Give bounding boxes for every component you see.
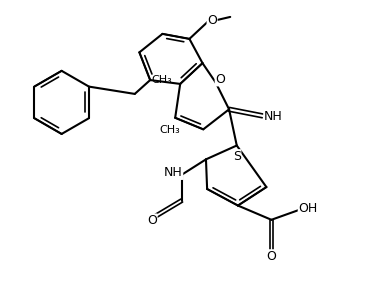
Text: O: O [215, 73, 225, 86]
Text: O: O [266, 250, 276, 263]
Text: CH₃: CH₃ [151, 75, 172, 85]
Text: CH₃: CH₃ [159, 125, 180, 135]
Text: O: O [147, 214, 157, 227]
Text: O: O [207, 14, 217, 27]
Text: S: S [233, 150, 241, 163]
Text: NH: NH [164, 166, 182, 179]
Text: NH: NH [264, 110, 283, 123]
Text: OH: OH [298, 202, 318, 215]
